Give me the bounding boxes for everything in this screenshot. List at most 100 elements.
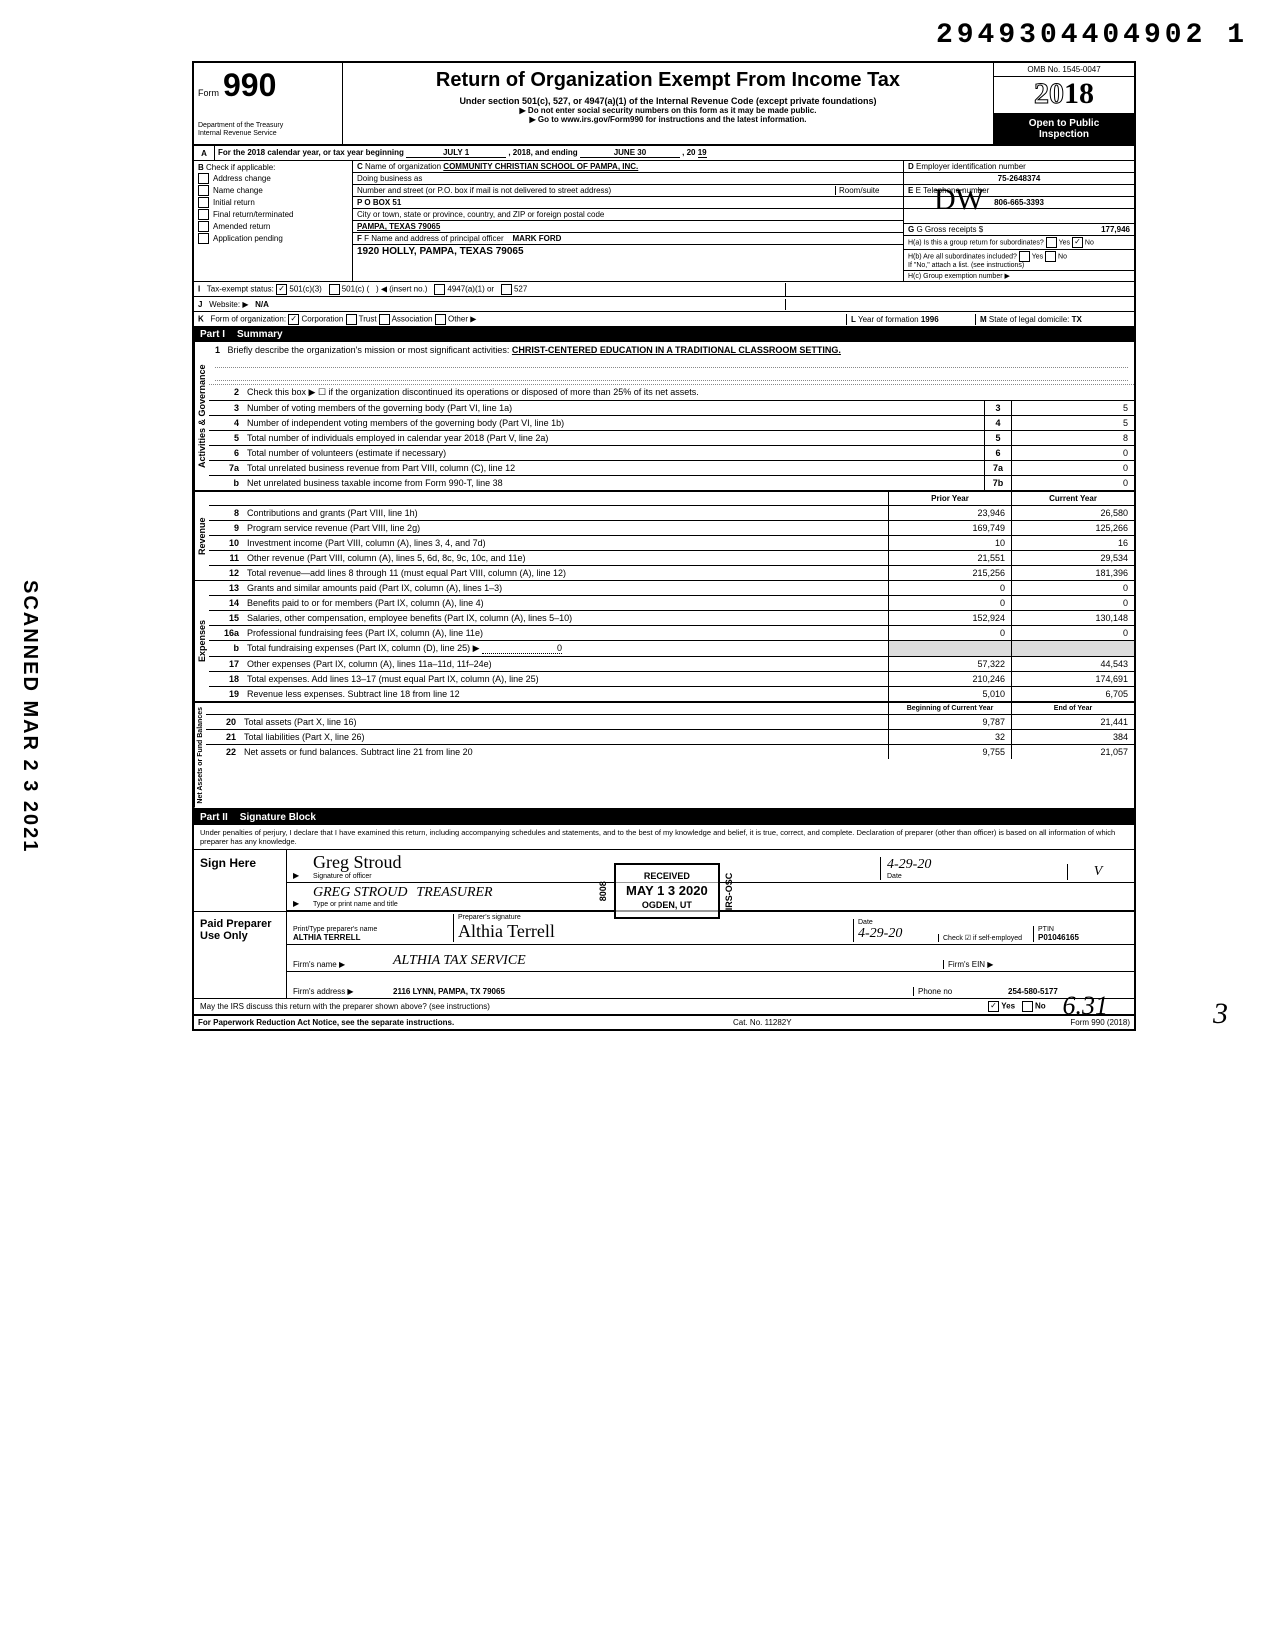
line1-num: 1	[215, 345, 220, 355]
lbl-name-change: Name change	[213, 186, 263, 195]
line16b-current-shade	[1011, 641, 1134, 656]
cb-discuss-no[interactable]	[1022, 1001, 1033, 1012]
line10-current: 16	[1011, 536, 1134, 550]
open-public-1: Open to Public	[998, 118, 1130, 129]
line12-current: 181,396	[1011, 566, 1134, 580]
initials-top: DW	[934, 183, 984, 217]
sig-caption: Signature of officer	[313, 873, 880, 880]
cb-ha-yes[interactable]	[1046, 237, 1057, 248]
line13-current: 0	[1011, 581, 1134, 595]
label-A: A	[194, 146, 215, 160]
cb-amended[interactable]	[198, 221, 209, 232]
form-title: Return of Organization Exempt From Incom…	[351, 69, 985, 92]
ssn-warning: ▶ Do not enter social security numbers o…	[351, 106, 985, 115]
line5-box: 5	[984, 431, 1011, 445]
open-public-2: Inspection	[998, 129, 1130, 140]
line16a-text: Professional fundraising fees (Part IX, …	[243, 626, 888, 640]
cb-assoc[interactable]	[379, 314, 390, 325]
line3-box: 3	[984, 401, 1011, 415]
opt-other: Other ▶	[448, 314, 476, 323]
line20-num: 20	[206, 715, 240, 729]
street-address: P O BOX 51	[357, 198, 401, 207]
ein-value: 75-2648374	[998, 174, 1041, 183]
form-990: Form 990 Department of the Treasury Inte…	[192, 61, 1136, 1031]
line9-prior: 169,749	[888, 521, 1011, 535]
opt-501c: 501(c) (	[342, 284, 370, 293]
cb-4947[interactable]	[434, 284, 445, 295]
line14-current: 0	[1011, 596, 1134, 610]
line6-text: Total number of volunteers (estimate if …	[243, 446, 984, 460]
line6-box: 6	[984, 446, 1011, 460]
cb-hb-yes[interactable]	[1019, 251, 1030, 262]
room-label: Room/suite	[835, 186, 899, 195]
part-1-header: Part I Summary	[194, 327, 1134, 342]
cb-527[interactable]	[501, 284, 512, 295]
prep-name-label: Print/Type preparer's name	[293, 926, 453, 933]
line16a-num: 16a	[209, 626, 243, 640]
line21-begin: 32	[888, 730, 1011, 744]
cb-501c[interactable]	[329, 284, 340, 295]
line16b-val: 0	[482, 643, 562, 654]
ha-no: No	[1085, 239, 1094, 246]
officer-label: F Name and address of principal officer	[364, 234, 503, 243]
line7b-box: 7b	[984, 476, 1011, 490]
part-2-num: Part II	[200, 812, 228, 823]
firm-ein-label: Firm's EIN ▶	[943, 960, 1128, 969]
hb-label: H(b) Are all subordinates included?	[908, 253, 1017, 260]
cb-address-change[interactable]	[198, 173, 209, 184]
mission-label: Briefly describe the organization's miss…	[228, 345, 510, 355]
received-stamp: 8008 RECEIVED MAY 1 3 2020 OGDEN, UT IRS…	[614, 863, 720, 919]
line6-num: 6	[209, 446, 243, 460]
part-1-title: Summary	[237, 329, 283, 340]
cb-final-return[interactable]	[198, 209, 209, 220]
line22-end: 21,057	[1011, 745, 1134, 759]
line3-text: Number of voting members of the governin…	[243, 401, 984, 415]
line11-prior: 21,551	[888, 551, 1011, 565]
cb-ha-no[interactable]: ✓	[1072, 237, 1083, 248]
cb-initial-return[interactable]	[198, 197, 209, 208]
line19-prior: 5,010	[888, 687, 1011, 701]
domicile-label: State of legal domicile:	[989, 315, 1070, 324]
line5-val: 8	[1011, 431, 1134, 445]
form-label: Form	[198, 88, 219, 98]
label-J: J	[198, 300, 202, 309]
cb-other[interactable]	[435, 314, 446, 325]
document-id: 2949304404902 1	[20, 20, 1288, 51]
part-2-title: Signature Block	[240, 812, 316, 823]
firm-phone: 254-580-5177	[1008, 987, 1058, 996]
cb-app-pending[interactable]	[198, 233, 209, 244]
line20-text: Total assets (Part X, line 16)	[240, 715, 888, 729]
website-instr: ▶ Go to www.irs.gov/Form990 for instruct…	[351, 115, 985, 124]
cb-hb-no[interactable]	[1045, 251, 1056, 262]
line18-current: 174,691	[1011, 672, 1134, 686]
line18-num: 18	[209, 672, 243, 686]
line22-begin: 9,755	[888, 745, 1011, 759]
lineA-text3: , 20	[682, 148, 695, 157]
cb-trust[interactable]	[346, 314, 357, 325]
line19-current: 6,705	[1011, 687, 1134, 701]
line18-text: Total expenses. Add lines 13–17 (must eq…	[243, 672, 888, 686]
received-date: MAY 1 3 2020	[626, 883, 708, 900]
line11-text: Other revenue (Part VIII, column (A), li…	[243, 551, 888, 565]
line6-val: 0	[1011, 446, 1134, 460]
phone-label: Phone no	[913, 987, 1008, 996]
paperwork-notice: For Paperwork Reduction Act Notice, see …	[198, 1018, 454, 1027]
dba-label: Doing business as	[353, 173, 903, 185]
cb-corp[interactable]: ✓	[288, 314, 299, 325]
dept-irs: Internal Revenue Service	[198, 130, 338, 138]
line17-current: 44,543	[1011, 657, 1134, 671]
officer-address: 1920 HOLLY, PAMPA, TEXAS 79065	[357, 246, 524, 257]
received-text: RECEIVED	[626, 871, 708, 883]
cb-501c3[interactable]: ✓	[276, 284, 287, 295]
cb-discuss-yes[interactable]: ✓	[988, 1001, 999, 1012]
ha-label: H(a) Is this a group return for subordin…	[908, 239, 1044, 246]
domicile-value: TX	[1072, 315, 1082, 324]
ptin-label: PTIN	[1038, 926, 1128, 933]
year-prefix: 20	[1034, 77, 1064, 110]
line15-text: Salaries, other compensation, employee b…	[243, 611, 888, 625]
line11-num: 11	[209, 551, 243, 565]
part-2-header: Part II Signature Block	[194, 810, 1134, 825]
line8-prior: 23,946	[888, 506, 1011, 520]
check-applicable: Check if applicable:	[206, 163, 275, 172]
cb-name-change[interactable]	[198, 185, 209, 196]
